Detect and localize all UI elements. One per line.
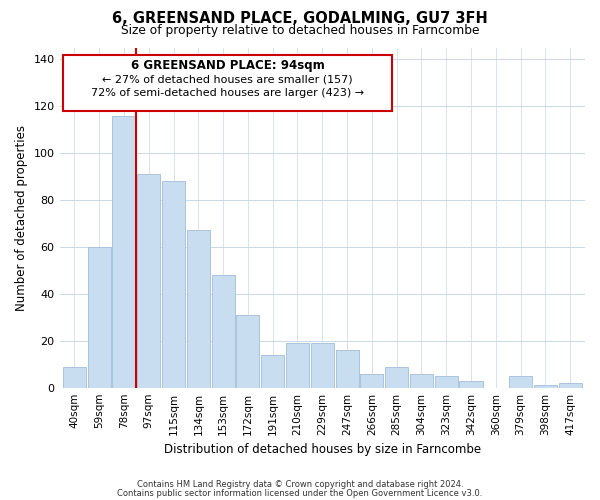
Bar (361, 374, 383, 388)
Bar (63, 366, 86, 388)
Bar (335, 350, 359, 388)
Bar (236, 315, 259, 388)
Text: ← 27% of detached houses are smaller (157): ← 27% of detached houses are smaller (15… (102, 74, 353, 84)
Text: Size of property relative to detached houses in Farncombe: Size of property relative to detached ho… (121, 24, 479, 37)
Bar (311, 343, 334, 388)
Bar (162, 181, 185, 388)
Bar (261, 355, 284, 388)
Bar (187, 230, 210, 388)
Bar (112, 116, 136, 388)
Text: 6 GREENSAND PLACE: 94sqm: 6 GREENSAND PLACE: 94sqm (131, 58, 325, 71)
Bar (385, 366, 408, 388)
Y-axis label: Number of detached properties: Number of detached properties (15, 124, 28, 310)
X-axis label: Distribution of detached houses by size in Farncombe: Distribution of detached houses by size … (164, 443, 481, 456)
Bar (212, 275, 235, 388)
Bar (410, 374, 433, 388)
Text: 72% of semi-detached houses are larger (423) →: 72% of semi-detached houses are larger (… (91, 88, 364, 98)
Text: Contains public sector information licensed under the Open Government Licence v3: Contains public sector information licen… (118, 488, 482, 498)
Bar (559, 383, 581, 388)
Bar (434, 376, 458, 388)
FancyBboxPatch shape (63, 54, 392, 111)
Text: Contains HM Land Registry data © Crown copyright and database right 2024.: Contains HM Land Registry data © Crown c… (137, 480, 463, 489)
Bar (509, 376, 532, 388)
Bar (534, 386, 557, 388)
Bar (286, 343, 309, 388)
Bar (88, 247, 111, 388)
Text: 6, GREENSAND PLACE, GODALMING, GU7 3FH: 6, GREENSAND PLACE, GODALMING, GU7 3FH (112, 11, 488, 26)
Bar (137, 174, 160, 388)
Bar (460, 380, 482, 388)
